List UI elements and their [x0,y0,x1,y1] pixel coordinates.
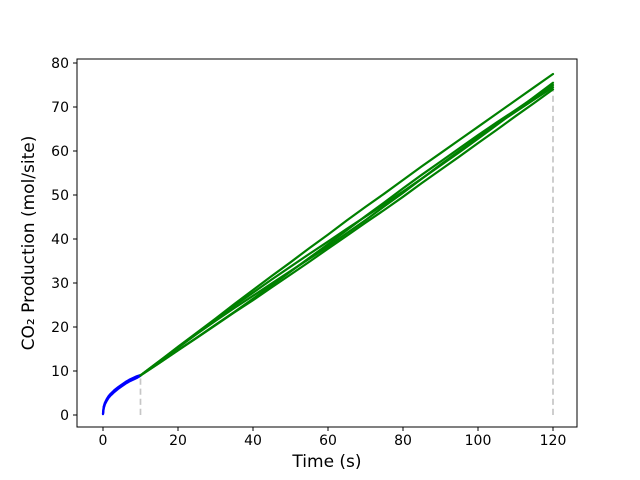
y-tick-label: 10 [51,364,69,380]
x-axis-label: Time (s) [291,452,361,472]
x-tick-label: 20 [169,433,187,449]
y-tick-label: 70 [51,100,69,116]
y-tick-label: 50 [51,188,69,204]
equilibration-run-3-line [101,374,142,416]
phase-marker-lines [139,88,554,415]
plot-border [76,58,578,428]
y-tick-label: 0 [60,408,69,424]
y-tick-label: 40 [51,232,69,248]
x-tick-label: 80 [394,433,412,449]
x-tick-label: 40 [244,433,262,449]
x-tick-label: 0 [99,433,108,449]
production-run-4-line [139,83,555,377]
y-axis-label: CO₂ Production (mol/site) [19,136,39,351]
data-series [101,72,555,416]
production-run-5-line [139,86,555,377]
axis-ticks: 0 20 40 60 80 100 120 0 10 20 30 40 50 60 70 80 [51,56,566,449]
y-tick-label: 20 [51,320,69,336]
x-tick-label: 100 [465,433,492,449]
y-tick-label: 60 [51,144,69,160]
y-tick-label: 30 [51,276,69,292]
x-tick-label: 120 [540,433,567,449]
y-tick-label: 80 [51,56,69,72]
x-tick-label: 60 [319,433,337,449]
